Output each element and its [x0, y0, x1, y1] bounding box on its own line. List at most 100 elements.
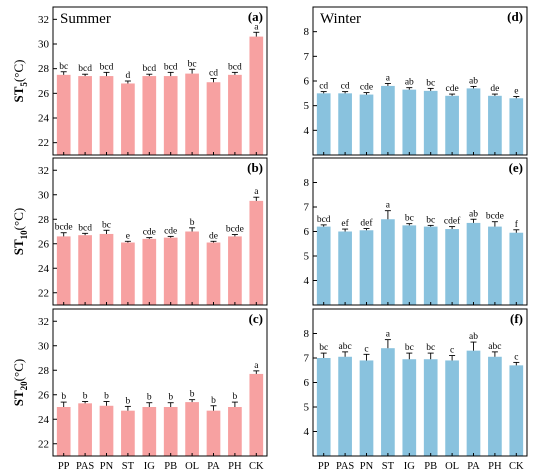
- letter-label: cde: [360, 83, 373, 93]
- x-tick-label: ST: [382, 461, 395, 472]
- bar-pas: [78, 76, 92, 155]
- x-tick-label: IG: [404, 461, 415, 472]
- y-tick-label: 32: [38, 165, 49, 177]
- bar-pas: [338, 93, 352, 155]
- letter-label: bcde: [226, 225, 244, 235]
- bar-pp: [56, 236, 71, 305]
- x-tick-label: PN: [100, 461, 114, 472]
- letter-label: ab: [469, 209, 478, 219]
- error-bar-pas: [342, 351, 349, 357]
- panel-label: (f): [510, 311, 523, 326]
- x-tick-label: PA: [467, 461, 480, 472]
- panel-b: bcdebcdbcecdecdebdebcdea222426283032PPPA…: [11, 157, 268, 306]
- letter-label: b: [126, 396, 131, 406]
- y-tick-label: 32: [38, 14, 49, 26]
- bar-pn: [359, 360, 374, 456]
- letter-label: f: [515, 219, 519, 230]
- bar-ph: [228, 407, 242, 456]
- x-tick-label: ST: [122, 461, 135, 472]
- letter-label: def: [360, 218, 373, 229]
- letter-label: abc: [339, 342, 352, 352]
- x-tick-label: PH: [488, 461, 502, 472]
- y-tick-label: 7: [304, 202, 310, 214]
- error-bar-pb: [167, 235, 174, 238]
- letter-label: bc: [102, 220, 111, 230]
- bar-ph: [228, 74, 242, 155]
- bar-st: [121, 242, 135, 305]
- y-tick-label: 5: [304, 251, 310, 263]
- letter-label: cde: [446, 84, 459, 94]
- error-bar-ph: [231, 234, 238, 237]
- y-tick-label: 22: [38, 287, 49, 299]
- bar-ck: [509, 98, 524, 155]
- error-bar-pas: [82, 401, 89, 404]
- winter-header: Winter: [320, 11, 361, 27]
- letter-label: cd: [319, 82, 328, 92]
- letter-label: bcd: [142, 64, 156, 74]
- y-tick-label: 8: [304, 177, 310, 189]
- error-bar-pb: [427, 224, 434, 227]
- error-bar-ck: [513, 229, 520, 233]
- bar-ph: [488, 356, 502, 456]
- y-tick-label: 22: [38, 438, 49, 450]
- bar-ol: [445, 360, 459, 456]
- error-bar-ol: [449, 355, 456, 361]
- panel-label: (e): [509, 160, 523, 175]
- y-tick-label: 30: [38, 340, 50, 352]
- letter-label: bc: [405, 343, 414, 353]
- bar-pb: [163, 407, 178, 456]
- bar-pa: [466, 222, 481, 305]
- bar-st: [121, 83, 135, 155]
- bar-ck: [509, 232, 524, 305]
- letter-label: c: [514, 352, 518, 362]
- error-bar-ph: [231, 401, 238, 407]
- letter-label: bc: [319, 343, 328, 353]
- y-tick-label: 28: [38, 365, 50, 377]
- y-tick-label: 4: [304, 426, 310, 438]
- error-bar-pa: [210, 405, 217, 411]
- letter-label: a: [386, 201, 391, 211]
- letter-label: e: [514, 87, 518, 97]
- summer-header: Summer: [60, 11, 111, 27]
- letter-label: cdef: [444, 216, 461, 227]
- bar-pp: [56, 74, 71, 155]
- x-tick-label: PB: [164, 461, 177, 472]
- letter-label: bc: [59, 62, 68, 72]
- letter-label: bcde: [55, 223, 73, 233]
- error-bar-pa: [470, 341, 477, 351]
- bar-ck: [249, 36, 264, 155]
- letter-label: bcd: [100, 62, 114, 72]
- y-tick-label: 4: [304, 125, 310, 137]
- letter-label: bcd: [317, 215, 331, 225]
- letter-label: bc: [188, 59, 197, 69]
- bar-pa: [466, 350, 481, 456]
- error-bar-ig: [406, 223, 413, 226]
- y-tick-label: 7: [304, 51, 310, 63]
- error-bar-pp: [320, 352, 327, 358]
- letter-label: bcde: [486, 212, 504, 222]
- letter-label: c: [450, 346, 454, 356]
- bar-ig: [142, 407, 157, 456]
- bar-ol: [445, 229, 459, 305]
- bar-st: [381, 219, 395, 305]
- letter-label: b: [147, 393, 152, 403]
- bar-pb: [423, 359, 438, 456]
- error-bar-pb: [427, 87, 434, 91]
- error-bar-pp: [60, 71, 67, 75]
- error-bar-pa: [470, 85, 477, 89]
- bar-pn: [99, 76, 114, 155]
- error-bar-pb: [427, 352, 434, 360]
- letter-label: bcd: [78, 64, 92, 74]
- x-tick-label: CK: [509, 461, 524, 472]
- letter-label: b: [61, 392, 66, 402]
- error-bar-ck: [513, 361, 520, 366]
- error-bar-ck: [253, 31, 260, 37]
- y-tick-label: 30: [38, 189, 50, 201]
- bar-pp: [56, 407, 71, 456]
- error-bar-pb: [167, 71, 174, 77]
- error-bar-pp: [60, 232, 67, 237]
- error-bar-ph: [231, 71, 238, 75]
- panel-a: bcbcdbcddbcdbcdbccdbcda222426283032PPPAS…: [11, 6, 268, 156]
- bar-pas: [78, 403, 92, 456]
